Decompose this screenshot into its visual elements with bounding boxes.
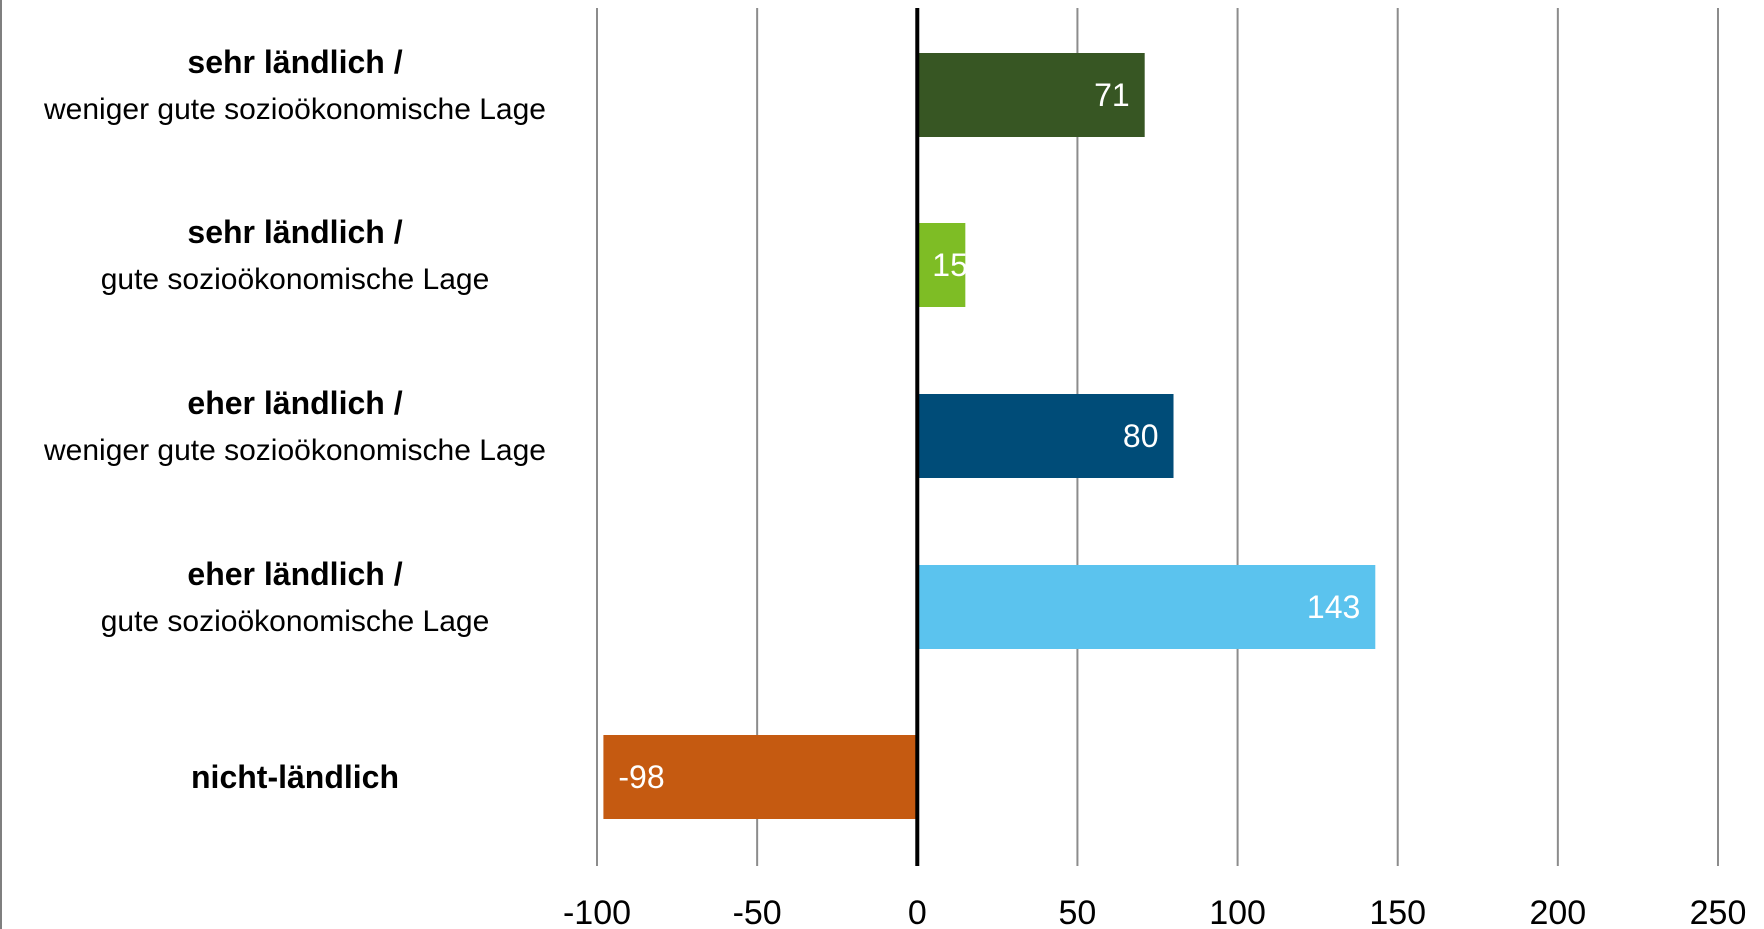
category-label-2-line2: weniger gute sozioökonomische Lage bbox=[43, 434, 546, 467]
category-label-3-line1: eher ländlich / bbox=[187, 556, 402, 592]
data-label-0: 71 bbox=[1094, 77, 1130, 113]
category-label-0-line1: sehr ländlich / bbox=[187, 44, 402, 80]
data-label-4: -98 bbox=[618, 759, 664, 795]
category-label-1-line2: gute sozioökonomische Lage bbox=[101, 263, 490, 296]
category-label-2-line1: eher ländlich / bbox=[187, 385, 402, 421]
bar-4 bbox=[603, 735, 918, 819]
bar-3 bbox=[917, 565, 1376, 649]
bar-1 bbox=[917, 223, 966, 307]
x-tick-label-2: 0 bbox=[908, 894, 927, 929]
x-tick-label-4: 100 bbox=[1209, 894, 1266, 929]
x-tick-label-3: 50 bbox=[1059, 894, 1097, 929]
x-tick-label-1: -50 bbox=[733, 894, 782, 929]
left-border-line bbox=[0, 0, 2, 929]
x-tick-label-6: 200 bbox=[1529, 894, 1586, 929]
data-label-3: 143 bbox=[1307, 589, 1360, 625]
bar-0 bbox=[917, 53, 1145, 137]
x-tick-label-5: 150 bbox=[1369, 894, 1426, 929]
data-label-1: 15 bbox=[932, 247, 968, 283]
data-label-2: 80 bbox=[1123, 418, 1159, 454]
category-label-0-line2: weniger gute sozioökonomische Lage bbox=[43, 93, 546, 126]
bar-2 bbox=[917, 394, 1174, 478]
x-tick-label-7: 250 bbox=[1690, 894, 1747, 929]
x-tick-label-0: -100 bbox=[563, 894, 631, 929]
category-label-3-line2: gute sozioökonomische Lage bbox=[101, 605, 490, 638]
category-label-4-line1: nicht-ländlich bbox=[191, 759, 399, 795]
category-label-1-line1: sehr ländlich / bbox=[187, 214, 402, 250]
